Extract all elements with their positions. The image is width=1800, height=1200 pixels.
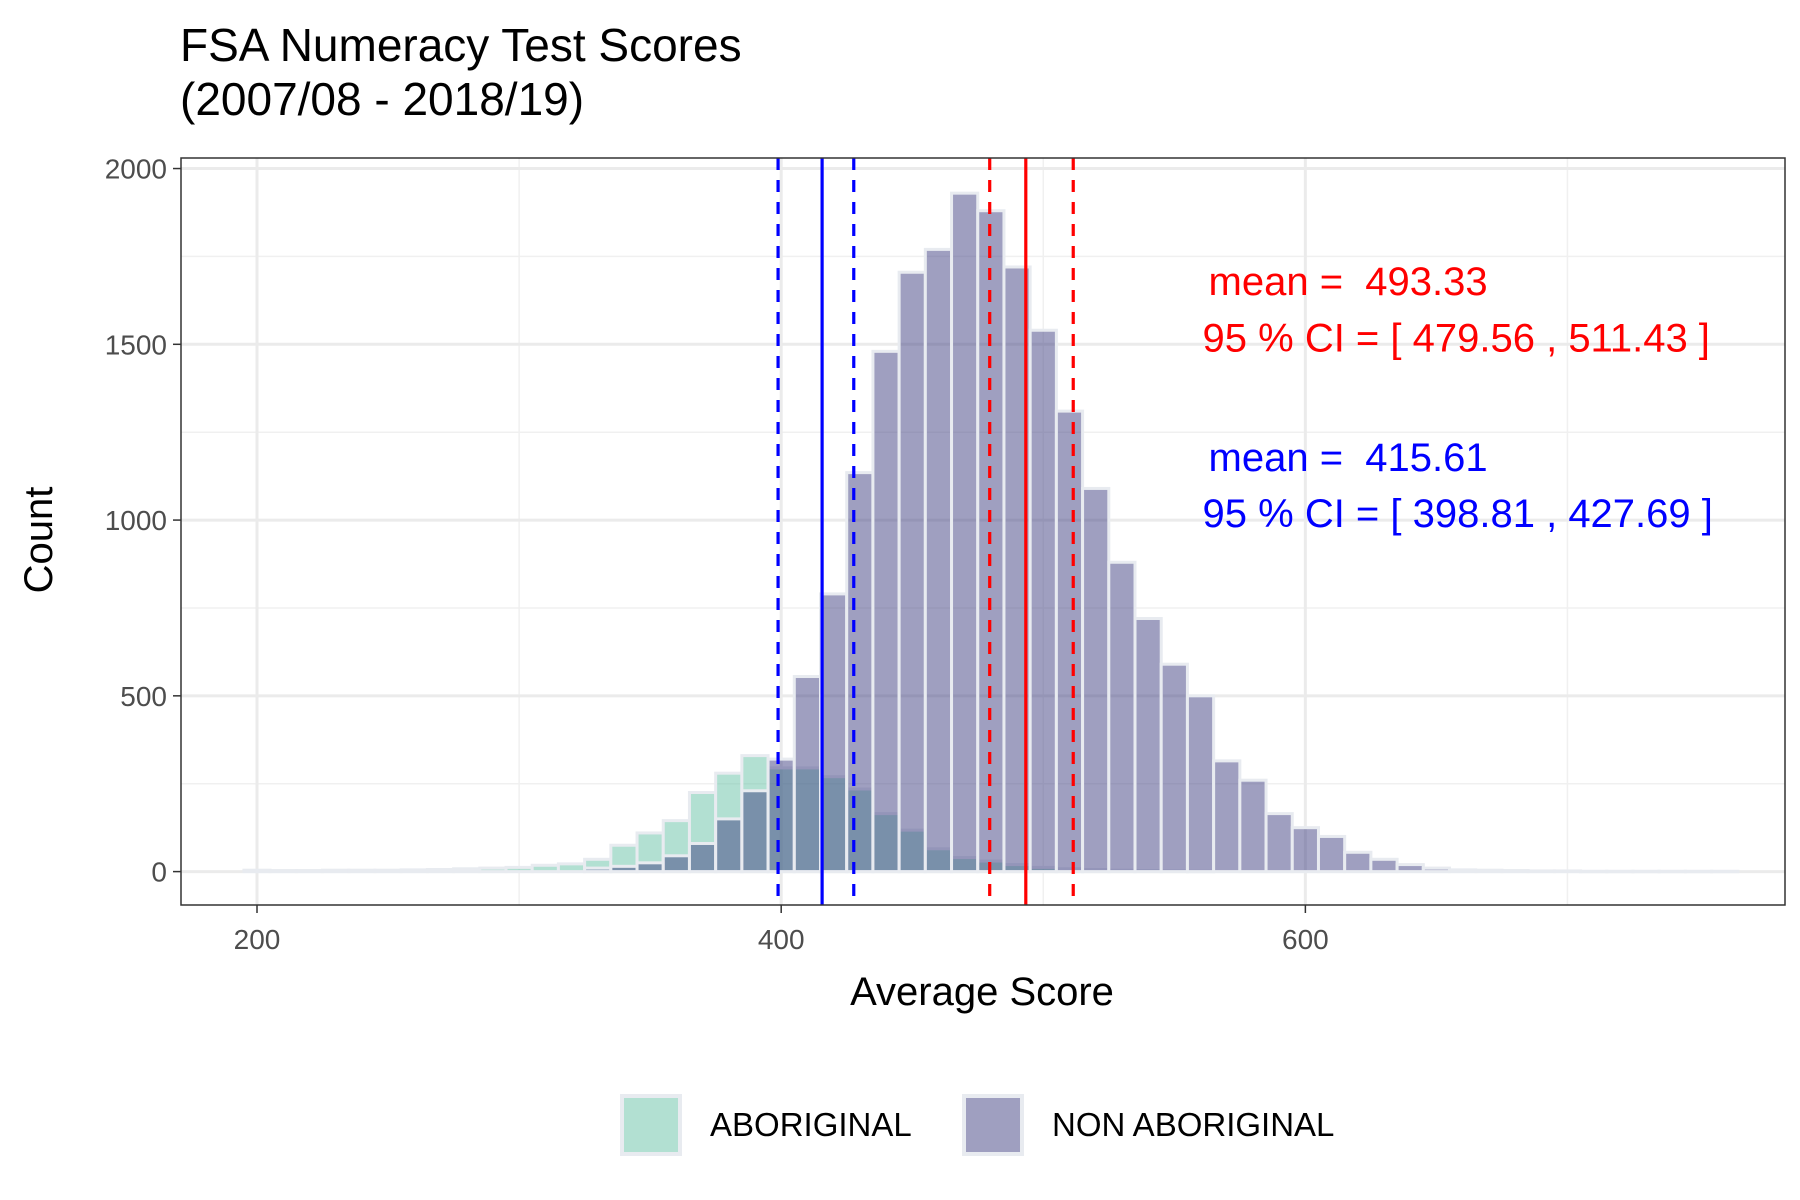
annotations: mean = 493.33 95 % CI = [ 479.56 , 511.43…: [1203, 260, 1713, 536]
y-tick-label: 1500: [105, 329, 167, 360]
x-tick-label: 600: [1282, 924, 1329, 955]
chart-title: FSA Numeracy Test Scores (2007/08 - 2018…: [180, 18, 742, 126]
bar-aboriginal: [373, 868, 403, 874]
bar-non-aboriginal: [1185, 694, 1216, 874]
bar-non-aboriginal: [792, 675, 823, 874]
legend: ABORIGINAL NON ABORIGINAL: [0, 1085, 1800, 1165]
bar-non-aboriginal: [1683, 869, 1714, 874]
bar-non-aboriginal: [1448, 868, 1478, 874]
y-tick-label: 0: [151, 857, 167, 888]
annotation-mean-non-aboriginal: mean = 493.33: [1209, 260, 1488, 304]
bar-non-aboriginal: [1316, 834, 1347, 874]
annotation-ci-aboriginal: 95 % CI = [ 398.81 , 427.69 ]: [1203, 492, 1713, 536]
bar-non-aboriginal: [1579, 869, 1609, 874]
bar-non-aboriginal: [583, 866, 613, 874]
bar-non-aboriginal: [1500, 869, 1530, 874]
bar-non-aboriginal: [897, 270, 927, 874]
x-tick-label: 400: [758, 924, 805, 955]
bar-non-aboriginal: [1107, 560, 1137, 874]
bar-non-aboriginal: [661, 854, 691, 874]
bar-non-aboriginal: [1657, 869, 1687, 874]
bar-non-aboriginal: [1290, 826, 1320, 874]
legend-key-aboriginal: [620, 1094, 682, 1156]
bar-aboriginal: [268, 869, 298, 874]
legend-item-aboriginal: ABORIGINAL: [620, 1085, 912, 1165]
bar-non-aboriginal: [687, 841, 718, 874]
bar-non-aboriginal: [1212, 759, 1242, 874]
x-axis-label: Average Score: [850, 970, 1114, 1014]
bar-non-aboriginal: [766, 757, 796, 874]
bar-non-aboriginal: [1264, 812, 1294, 874]
legend-label-aboriginal: ABORIGINAL: [710, 1106, 912, 1143]
bar-non-aboriginal: [1081, 486, 1111, 874]
bar-non-aboriginal: [950, 191, 980, 874]
bar-non-aboriginal: [1710, 869, 1740, 874]
bar-non-aboriginal: [1526, 869, 1556, 874]
bar-non-aboriginal: [1369, 857, 1399, 874]
bar-non-aboriginal: [1133, 617, 1163, 874]
legend-key-non-aboriginal: [962, 1094, 1024, 1156]
bar-non-aboriginal: [1474, 868, 1504, 874]
y-tick-label: 2000: [105, 154, 167, 185]
panel-border: [180, 157, 1786, 906]
bar-aboriginal: [425, 867, 456, 874]
bar-aboriginal: [478, 866, 508, 874]
bar-aboriginal: [294, 869, 325, 874]
bar-non-aboriginal: [1028, 328, 1058, 874]
bar-non-aboriginal: [714, 817, 744, 874]
bar-non-aboriginal: [635, 861, 665, 874]
x-tick-label: 200: [234, 924, 281, 955]
bar-non-aboriginal: [871, 349, 901, 874]
bar-non-aboriginal: [1238, 778, 1268, 874]
bar-non-aboriginal: [1421, 866, 1452, 874]
bar-non-aboriginal: [1631, 869, 1661, 874]
bar-non-aboriginal: [1605, 869, 1635, 874]
bar-aboriginal: [530, 863, 560, 874]
y-tick-label: 1000: [105, 505, 167, 536]
bar-aboriginal: [347, 868, 377, 874]
bar-aboriginal: [321, 868, 351, 874]
reference-lines: [776, 158, 1075, 905]
axes: 0 500 1000 1500 2000 200 400 600: [105, 154, 1329, 955]
bar-aboriginal: [504, 865, 534, 874]
bar-non-aboriginal: [1552, 869, 1583, 874]
bar-aboriginal: [242, 868, 272, 874]
bar-non-aboriginal: [609, 864, 639, 874]
chart-title-line-2: (2007/08 - 2018/19): [180, 73, 585, 125]
bar-non-aboriginal: [1343, 850, 1373, 874]
bar-non-aboriginal: [1054, 409, 1085, 874]
annotation-mean-aboriginal: mean = 415.61: [1209, 436, 1488, 480]
bar-non-aboriginal: [819, 592, 849, 874]
bar-aboriginal: [556, 862, 587, 874]
bar-non-aboriginal: [923, 247, 954, 874]
y-tick-label: 500: [120, 681, 167, 712]
histogram-chart: mean = 493.33 95 % CI = [ 479.56 , 511.43…: [17, 154, 1786, 1014]
bar-non-aboriginal: [740, 789, 770, 874]
chart-title-line-1: FSA Numeracy Test Scores: [180, 19, 742, 71]
histogram-bars: [242, 191, 1740, 874]
annotation-ci-non-aboriginal: 95 % CI = [ 479.56 , 511.43 ]: [1203, 316, 1710, 360]
bar-aboriginal: [399, 868, 429, 874]
bar-non-aboriginal: [845, 471, 875, 874]
bar-non-aboriginal: [1159, 662, 1189, 874]
bar-non-aboriginal: [1395, 863, 1425, 874]
bar-aboriginal: [452, 867, 482, 874]
legend-label-non-aboriginal: NON ABORIGINAL: [1052, 1106, 1335, 1143]
y-axis-label: Count: [17, 487, 61, 594]
legend-item-non-aboriginal: NON ABORIGINAL: [962, 1085, 1334, 1165]
